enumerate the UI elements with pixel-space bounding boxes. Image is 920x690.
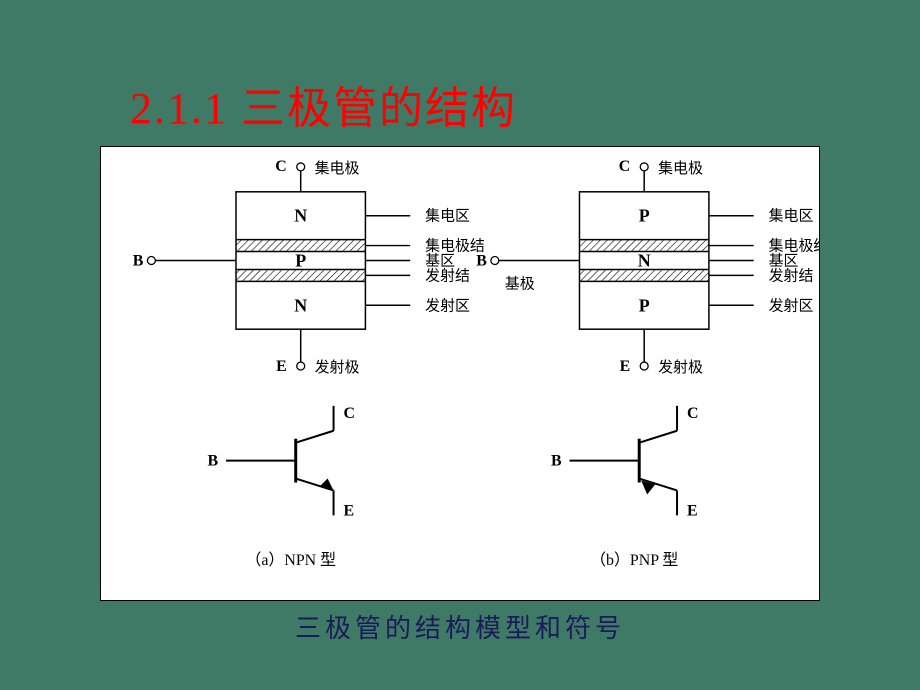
svg-text:（a）NPN 型: （a）NPN 型 [245,551,336,569]
svg-text:C: C [344,405,356,422]
svg-text:C: C [275,158,287,175]
svg-text:发射区: 发射区 [425,297,470,314]
svg-text:E: E [276,358,287,375]
svg-text:基区: 基区 [769,252,799,269]
svg-text:基区: 基区 [425,252,455,269]
svg-text:B: B [551,453,562,470]
svg-text:E: E [620,358,631,375]
svg-text:发射极: 发射极 [658,359,703,376]
svg-text:发射区: 发射区 [769,297,814,314]
svg-text:发射结: 发射结 [425,267,470,284]
page-title: 2.1.1 三极管的结构 [130,72,517,136]
svg-text:P: P [639,206,650,226]
svg-text:P: P [639,295,650,315]
svg-text:N: N [294,206,307,226]
diagram-caption: 三极管的结构模型和符号 [0,608,920,645]
svg-text:C: C [619,158,631,175]
svg-text:集电极: 集电极 [315,160,360,177]
svg-text:集电区: 集电区 [425,208,470,225]
svg-text:B: B [207,453,218,470]
svg-text:发射结: 发射结 [769,267,814,284]
svg-text:集电极: 集电极 [658,160,703,177]
svg-text:B: B [476,252,487,269]
svg-text:集电区: 集电区 [769,208,814,225]
diagram-container: NPNC集电极E发射极B集电区集电极结基区发射结发射区CBE（a）NPN 型PN… [100,146,820,601]
svg-text:发射极: 发射极 [315,359,360,376]
svg-text:N: N [294,295,307,315]
svg-text:N: N [638,250,651,270]
svg-text:B: B [133,252,144,269]
svg-text:基极: 基极 [505,275,535,292]
svg-text:C: C [687,405,699,422]
svg-text:E: E [687,502,698,519]
svg-text:P: P [295,250,306,270]
transistor-diagram: NPNC集电极E发射极B集电区集电极结基区发射结发射区CBE（a）NPN 型PN… [101,147,819,600]
svg-text:（b）PNP 型: （b）PNP 型 [590,551,678,569]
svg-text:E: E [344,502,355,519]
svg-text:集电极结: 集电极结 [769,238,819,255]
